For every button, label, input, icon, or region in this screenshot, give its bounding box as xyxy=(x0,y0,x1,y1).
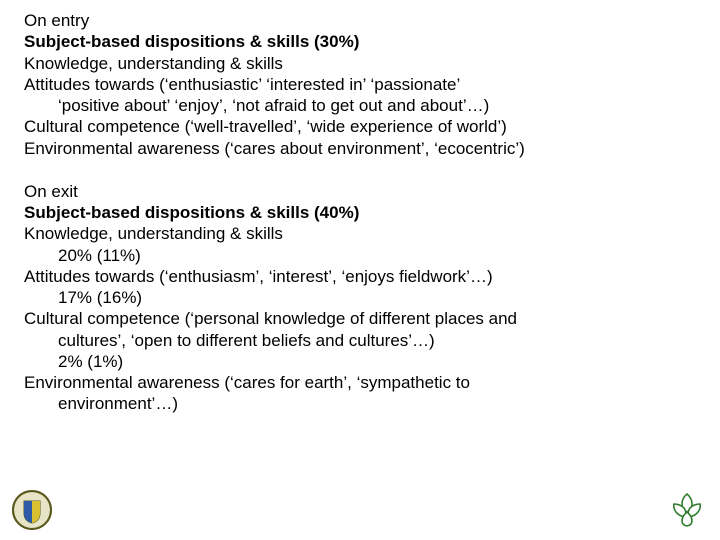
exit-line: Environmental awareness (‘cares for eart… xyxy=(24,372,696,393)
exit-heading: On exit xyxy=(24,181,696,202)
exit-line: environment’…) xyxy=(24,393,696,414)
exit-line: 17% (16%) xyxy=(24,287,696,308)
entry-block: On entry Subject-based dispositions & sk… xyxy=(24,10,696,159)
slide: On entry Subject-based dispositions & sk… xyxy=(0,0,720,540)
exit-line: Knowledge, understanding & skills xyxy=(24,223,696,244)
exit-line: Attitudes towards (‘enthusiasm’, ‘intere… xyxy=(24,266,696,287)
leaf-logo-icon xyxy=(668,490,706,528)
exit-line: cultures’, ‘open to different beliefs an… xyxy=(24,330,696,351)
slide-text: On entry Subject-based dispositions & sk… xyxy=(24,10,696,415)
exit-line: 2% (1%) xyxy=(24,351,696,372)
entry-subject-line: Subject-based dispositions & skills (30%… xyxy=(24,31,696,52)
entry-line: Cultural competence (‘well-travelled’, ‘… xyxy=(24,116,696,137)
entry-line: ‘positive about’ ‘enjoy’, ‘not afraid to… xyxy=(24,95,696,116)
entry-heading: On entry xyxy=(24,10,696,31)
exit-subject-line: Subject-based dispositions & skills (40%… xyxy=(24,202,696,223)
exit-line: Cultural competence (‘personal knowledge… xyxy=(24,308,696,329)
exit-line: 20% (11%) xyxy=(24,245,696,266)
exit-block: On exit Subject-based dispositions & ski… xyxy=(24,181,696,415)
crest-logo-icon xyxy=(12,490,52,530)
entry-line: Attitudes towards (‘enthusiastic’ ‘inter… xyxy=(24,74,696,95)
entry-line: Knowledge, understanding & skills xyxy=(24,53,696,74)
entry-line: Environmental awareness (‘cares about en… xyxy=(24,138,696,159)
